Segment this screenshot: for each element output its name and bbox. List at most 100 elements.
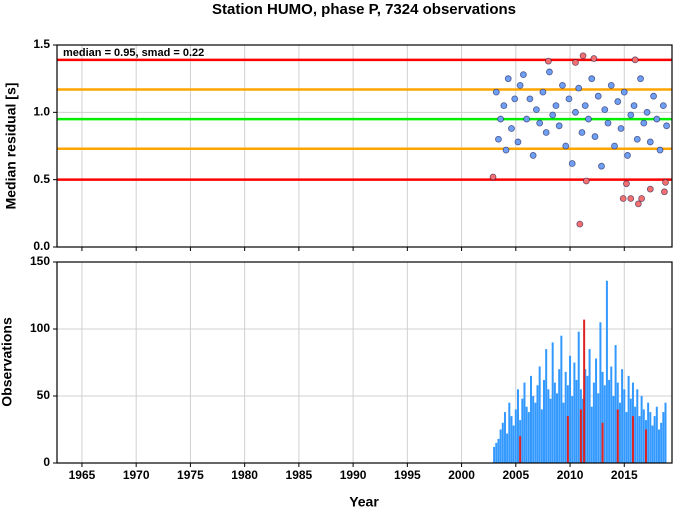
data-point xyxy=(549,111,557,119)
bar xyxy=(534,402,537,463)
data-point xyxy=(623,180,630,188)
data-point xyxy=(631,56,639,64)
data-point xyxy=(640,119,648,127)
x-tick-label: 1975 xyxy=(177,468,204,482)
data-point xyxy=(611,142,618,150)
bar xyxy=(510,416,513,463)
data-point xyxy=(572,108,579,116)
bar xyxy=(592,382,595,463)
y-tick-label: 50 xyxy=(37,388,51,402)
bar xyxy=(527,412,530,463)
bar xyxy=(551,342,554,463)
bar xyxy=(506,433,509,463)
bar xyxy=(614,345,617,463)
data-point xyxy=(661,188,668,196)
bar xyxy=(582,398,585,463)
data-point xyxy=(576,220,584,228)
bar xyxy=(556,393,559,463)
data-point xyxy=(579,52,587,60)
data-point xyxy=(646,185,654,193)
bar xyxy=(549,398,552,463)
bar xyxy=(569,355,572,463)
plot-frame xyxy=(56,261,673,464)
data-point xyxy=(656,146,664,154)
data-point xyxy=(601,106,609,114)
bar xyxy=(523,382,526,463)
data-point xyxy=(536,119,544,127)
data-point xyxy=(663,122,670,130)
plot-frame xyxy=(56,44,673,248)
data-point xyxy=(516,82,524,89)
data-point xyxy=(627,195,635,202)
bar xyxy=(590,406,593,463)
data-point xyxy=(572,59,579,66)
bar xyxy=(616,409,619,463)
bar xyxy=(512,425,515,463)
bar xyxy=(560,335,563,463)
bar xyxy=(595,358,598,463)
bar xyxy=(651,425,654,463)
bar xyxy=(653,416,656,463)
bar xyxy=(634,406,637,463)
data-point xyxy=(565,95,573,103)
data-point xyxy=(523,115,531,123)
bar xyxy=(603,385,606,463)
data-point xyxy=(568,160,576,167)
data-point xyxy=(619,195,627,202)
bar xyxy=(571,396,574,463)
data-point xyxy=(489,173,497,181)
bar xyxy=(599,322,602,463)
data-point xyxy=(539,88,547,96)
bar xyxy=(538,366,541,463)
data-point xyxy=(646,138,654,146)
bar xyxy=(495,442,498,463)
bar xyxy=(644,429,647,463)
annotation: median = 0.95, smad = 0.22 xyxy=(63,47,204,59)
bar xyxy=(629,398,632,463)
data-point xyxy=(578,129,586,136)
data-point xyxy=(638,195,646,202)
x-tick-label: 2000 xyxy=(448,468,475,482)
data-point xyxy=(588,75,596,83)
data-point xyxy=(500,102,508,109)
bar xyxy=(529,375,532,463)
data-point xyxy=(637,75,644,83)
bar xyxy=(536,385,539,463)
bar xyxy=(657,429,660,463)
bar xyxy=(586,375,589,463)
bar xyxy=(503,412,506,463)
bar xyxy=(601,371,604,463)
bar xyxy=(579,409,582,463)
bar xyxy=(621,369,624,463)
data-point xyxy=(643,108,651,116)
data-point xyxy=(533,106,540,114)
x-tick-label: 2005 xyxy=(502,468,529,482)
y-tick-label: 1.5 xyxy=(33,37,50,51)
y-tick-label: 100 xyxy=(30,321,50,335)
x-tick-label: 1970 xyxy=(123,468,150,482)
data-point xyxy=(653,115,661,123)
bar xyxy=(623,389,626,463)
bar xyxy=(547,389,550,463)
bar xyxy=(642,409,645,463)
x-tick-label: 1995 xyxy=(394,468,421,482)
data-point xyxy=(495,135,502,143)
y-tick-label: 0.0 xyxy=(33,239,50,253)
data-point xyxy=(555,122,563,130)
bar xyxy=(636,389,639,463)
data-point xyxy=(544,57,552,65)
bar xyxy=(497,438,500,463)
x-axis-label: Year xyxy=(349,494,379,510)
bar xyxy=(553,382,556,463)
plot-layer: 0.0 0.5 1.0 1.5 1965 1970 1975 1980 1985 1990 1995… xyxy=(30,37,673,482)
data-point xyxy=(492,88,500,96)
data-point xyxy=(594,92,602,100)
bar xyxy=(608,379,611,463)
data-point xyxy=(559,82,566,89)
data-point xyxy=(617,125,625,132)
bar xyxy=(597,393,600,463)
x-tick-label: 2010 xyxy=(557,468,584,482)
y-tick-label: 1.0 xyxy=(33,105,50,119)
